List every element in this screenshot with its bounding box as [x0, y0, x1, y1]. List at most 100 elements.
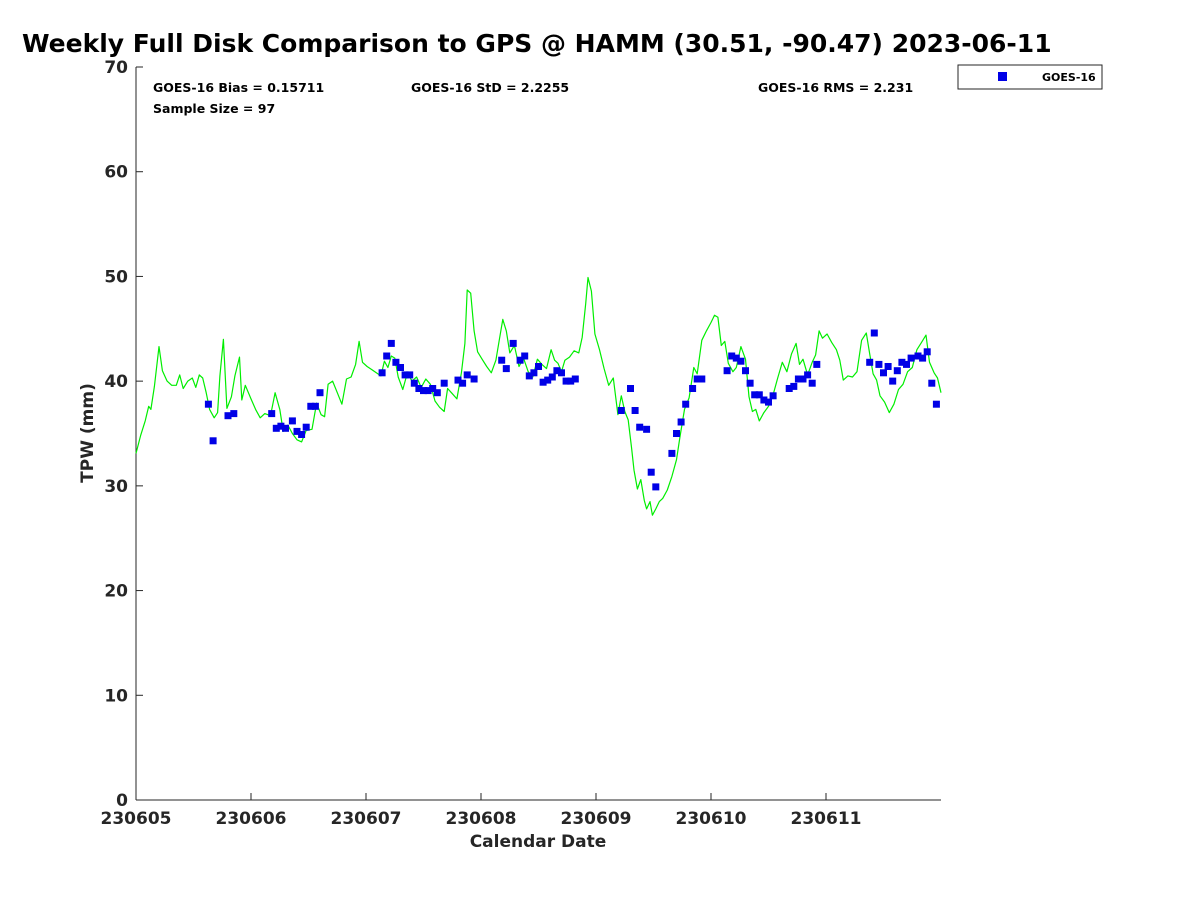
- goes-16-point: [682, 400, 690, 408]
- sample-size-stat: Sample Size = 97: [153, 101, 275, 116]
- goes-16-point: [406, 371, 414, 379]
- bias-stat: GOES-16 Bias = 0.15711: [153, 80, 324, 95]
- goes-16-point: [765, 398, 772, 406]
- gps-tpw-line: [135, 276, 942, 516]
- goes-16-point: [268, 410, 276, 418]
- goes-16-point: [288, 417, 296, 425]
- goes-16-point: [544, 376, 552, 384]
- rms-stat: GOES-16 RMS = 2.231: [758, 80, 913, 95]
- goes-16-point: [459, 379, 467, 387]
- goes-16-point: [415, 385, 423, 392]
- goes-16-point: [470, 375, 478, 383]
- goes-16-point: [751, 391, 759, 399]
- goes-16-point: [316, 389, 324, 397]
- goes-16-point: [209, 437, 217, 445]
- goes-16-point: [898, 358, 906, 366]
- goes-16-point: [272, 424, 280, 432]
- goes-16-point: [627, 385, 634, 392]
- goes-16-point: [293, 427, 301, 435]
- x-tick-label: 230611: [791, 809, 862, 829]
- axes: 0 10 20 30 40 50 60 70 230605 230606 230607 230608 2…: [101, 58, 941, 829]
- goes-16-point: [298, 431, 306, 438]
- goes-16-point: [562, 377, 570, 385]
- goes-16-point: [928, 379, 936, 387]
- y-tick-label: 20: [104, 582, 128, 602]
- x-tick-label: 230609: [561, 809, 632, 829]
- gps-reference-line-layer: [135, 276, 942, 516]
- goes-16-point: [224, 412, 232, 420]
- goes-16-point: [647, 468, 655, 476]
- y-tick-label: 60: [104, 163, 128, 183]
- goes-16-point: [636, 423, 644, 431]
- goes-16-point: [277, 422, 285, 430]
- goes-16-point: [230, 410, 238, 418]
- goes-16-point: [311, 402, 319, 410]
- goes-16-point: [760, 396, 768, 404]
- y-axis-label: TPW (mm): [78, 383, 98, 483]
- goes-16-point: [424, 387, 432, 395]
- goes-16-point: [282, 424, 289, 432]
- goes-16-point: [875, 360, 883, 368]
- goes-16-point: [521, 352, 529, 360]
- goes-16-point: [558, 369, 565, 377]
- goes-16-point: [769, 392, 777, 400]
- goes-16-point: [535, 363, 542, 370]
- legend-marker: [998, 72, 1007, 81]
- y-tick-label: 0: [116, 791, 128, 811]
- x-tick-label: 230606: [216, 809, 287, 829]
- goes-16-point: [410, 379, 418, 387]
- goes-16-point: [870, 329, 878, 337]
- goes-16-point: [799, 375, 807, 383]
- goes-16-point: [673, 430, 680, 437]
- y-tick-label: 10: [104, 686, 128, 706]
- goes-16-point: [516, 356, 524, 364]
- goes-16-point: [932, 400, 940, 408]
- goes-16-point: [631, 407, 639, 414]
- goes-16-point: [923, 348, 931, 356]
- goes-16-point: [433, 389, 441, 397]
- goes-16-point: [383, 352, 391, 360]
- goes-16-point: [907, 354, 915, 362]
- goes-16-point: [794, 375, 802, 383]
- goes-16-point: [420, 387, 427, 395]
- goes-16-point: [302, 423, 310, 431]
- goes-16-point: [755, 391, 763, 399]
- goes-16-point: [808, 379, 816, 387]
- goes-16-point: [498, 356, 506, 364]
- goes-16-point: [677, 418, 685, 426]
- goes-16-point: [785, 385, 793, 392]
- goes-16-point: [539, 378, 547, 386]
- goes-16-point: [530, 369, 538, 377]
- goes-16-point: [732, 354, 740, 362]
- goes-16-point: [548, 373, 556, 381]
- goes-16-point: [652, 483, 660, 491]
- goes-16-point: [668, 449, 676, 457]
- goes-16-point: [525, 372, 533, 380]
- goes-16-point: [378, 369, 386, 377]
- legend-label: GOES-16: [1042, 71, 1096, 84]
- goes-16-point: [204, 400, 212, 408]
- goes-16-point: [914, 352, 922, 360]
- goes-16-point: [742, 367, 749, 375]
- goes-16-point: [698, 375, 706, 383]
- x-tick-label: 230607: [331, 809, 402, 829]
- goes-16-point: [693, 375, 701, 383]
- goes-16-point: [392, 358, 400, 366]
- goes-16-point: [502, 365, 510, 373]
- goes-16-point: [567, 377, 575, 385]
- goes-16-point: [866, 358, 874, 366]
- goes-16-point: [884, 363, 892, 370]
- goes-markers-layer: [204, 329, 940, 491]
- goes-16-point: [387, 339, 395, 347]
- goes-16-point: [746, 379, 754, 387]
- y-tick-label: 40: [104, 372, 128, 392]
- goes-16-point: [463, 371, 471, 379]
- chart-title: Weekly Full Disk Comparison to GPS @ HAM…: [22, 29, 1052, 58]
- x-tick-label: 230605: [101, 809, 172, 829]
- std-stat: GOES-16 StD = 2.2255: [411, 80, 569, 95]
- x-tick-label: 230608: [446, 809, 517, 829]
- goes-16-point: [401, 371, 409, 379]
- goes-16-point: [919, 354, 927, 362]
- legend: GOES-16: [957, 64, 1103, 90]
